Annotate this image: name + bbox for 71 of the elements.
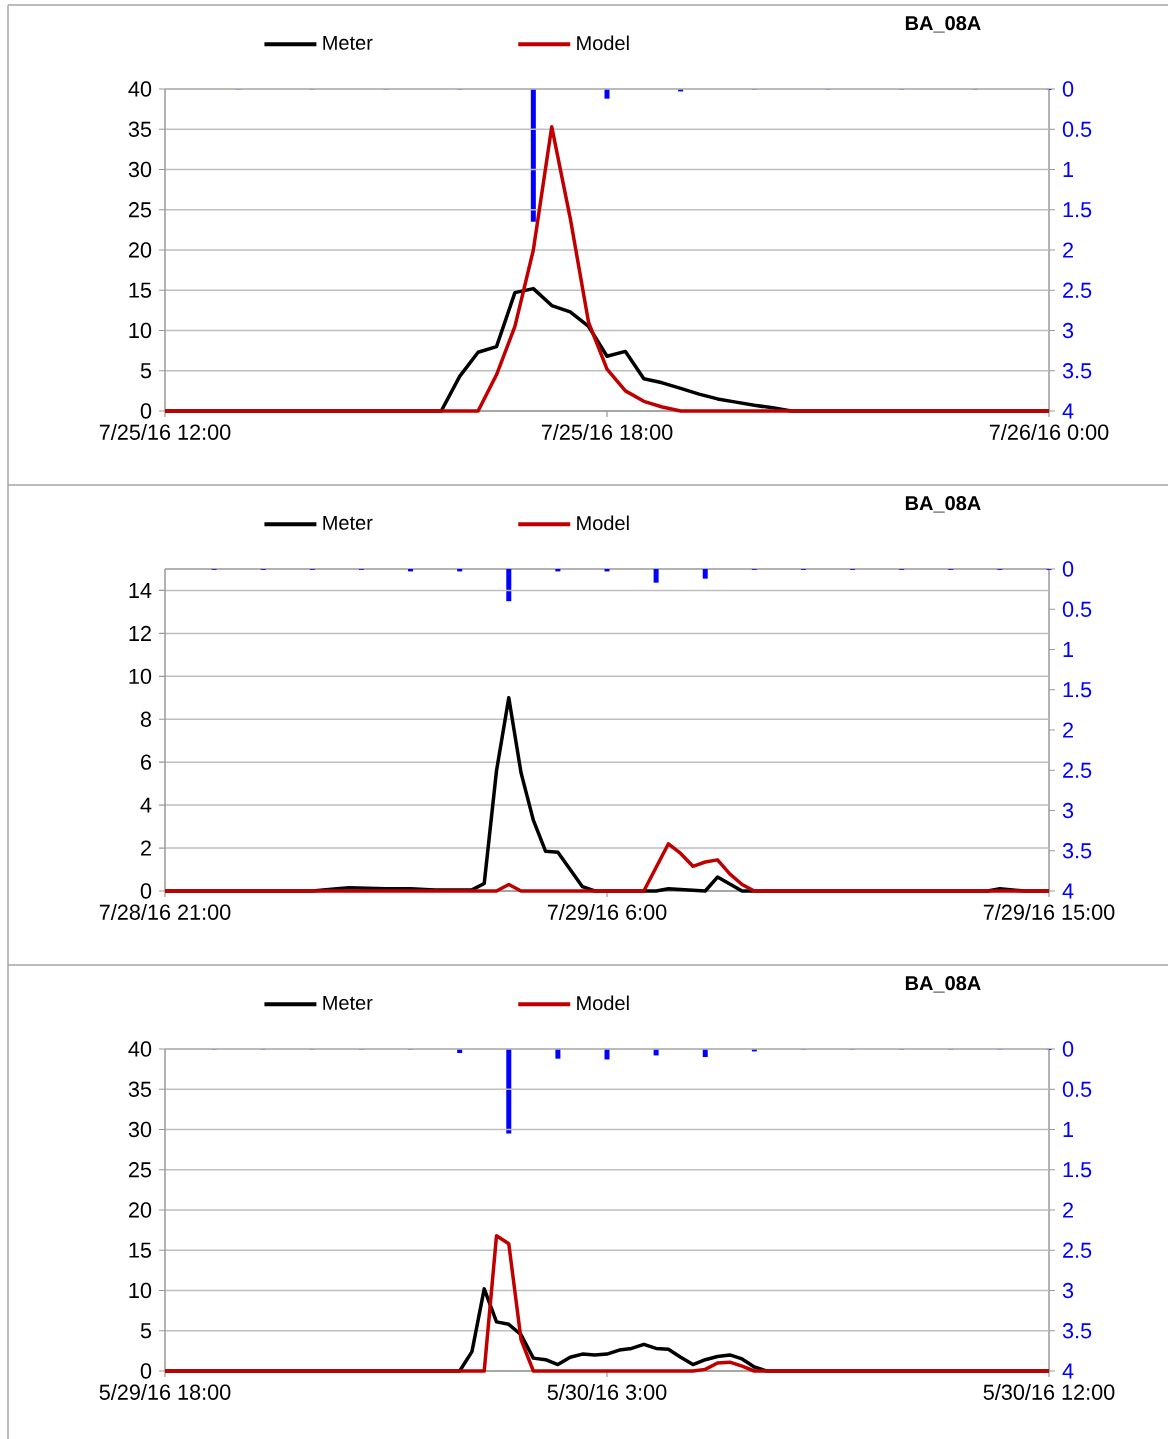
y2-tick-label: 3 [1062, 1282, 1074, 1299]
y2-tick-label: 2 [1063, 1202, 1073, 1218]
y-tick-label: 0 [140, 1363, 152, 1379]
y-tick-label: 8 [140, 711, 152, 727]
y-tick-label: 10 [129, 668, 152, 684]
legend-label: Meter [323, 995, 373, 1010]
y2-tick-label: 2.5 [1063, 282, 1092, 298]
chart-title: BA_08A [905, 496, 981, 513]
y2-tick-label: 4 [1062, 403, 1074, 419]
y-tick-label: 20 [129, 1202, 152, 1218]
x-tick-label: 7/25/16 18:00 [541, 423, 673, 440]
y-tick-label: 35 [128, 1081, 152, 1097]
y2-tick-label: 2.5 [1063, 762, 1092, 778]
y2-tick-label: 2.5 [1063, 1242, 1092, 1258]
legend-label: Model [577, 995, 629, 1011]
y-tick-label: 10 [129, 1282, 152, 1299]
y2-tick-label: 0.5 [1062, 1081, 1092, 1097]
y2-tick-label: 1.5 [1063, 682, 1092, 698]
y2-tick-label: 4 [1062, 883, 1074, 899]
y-tick-label: 5 [140, 1323, 152, 1339]
y2-tick-label: 0.5 [1062, 121, 1092, 137]
y-tick-label: 15 [129, 282, 152, 298]
y-tick-label: 20 [129, 242, 152, 258]
y2-tick-label: 3.5 [1062, 1323, 1092, 1339]
y-tick-label: 30 [128, 1121, 152, 1138]
y-tick-label: 14 [129, 583, 152, 598]
y2-tick-label: 2 [1063, 242, 1073, 258]
y2-tick-label: 0 [1062, 1041, 1074, 1057]
y-tick-label: 15 [129, 1242, 152, 1258]
y2-tick-label: 2 [1063, 722, 1073, 738]
y2-tick-label: 0 [1062, 561, 1074, 577]
y-tick-label: 25 [129, 202, 152, 218]
x-tick-label: 5/29/16 18:00 [99, 1383, 231, 1400]
y2-tick-label: 1.5 [1063, 202, 1092, 218]
y2-tick-label: 4 [1062, 1363, 1074, 1379]
legend-label: Meter [323, 515, 373, 530]
chart-title: BA_08A [905, 976, 981, 993]
y-tick-label: 25 [129, 1162, 152, 1178]
legend-label: Meter [323, 35, 373, 50]
y-tick-label: 40 [128, 1041, 152, 1057]
y2-tick-label: 1 [1063, 162, 1074, 177]
y2-tick-label: 1 [1063, 642, 1074, 657]
x-tick-label: 5/30/16 12:00 [983, 1383, 1115, 1400]
y-tick-label: 4 [140, 797, 152, 813]
chart-title: BA_08A [905, 16, 981, 33]
y2-tick-label: 3.5 [1062, 363, 1092, 379]
x-tick-label: 7/25/16 12:00 [99, 423, 231, 440]
y2-tick-label: 3 [1062, 802, 1074, 819]
y2-tick-label: 3 [1062, 322, 1074, 339]
y-tick-label: 30 [128, 161, 152, 178]
y2-tick-label: 0 [1062, 81, 1074, 97]
x-tick-label: 7/26/16 0:00 [989, 423, 1109, 440]
y-tick-label: 5 [140, 363, 152, 379]
y-tick-label: 10 [129, 322, 152, 339]
legend-label: Model [577, 515, 629, 531]
y-tick-label: 2 [141, 840, 151, 856]
y-tick-label: 6 [141, 754, 152, 770]
legend-label: Model [577, 35, 629, 51]
y-tick-label: 12 [129, 625, 151, 641]
x-tick-label: 7/29/16 15:00 [983, 903, 1115, 920]
y-tick-label: 35 [128, 121, 152, 137]
x-tick-label: 7/29/16 6:00 [547, 903, 667, 920]
y2-tick-label: 0.5 [1062, 601, 1092, 617]
y-tick-label: 40 [128, 81, 152, 97]
x-tick-label: 7/28/16 21:00 [99, 903, 231, 920]
y2-tick-label: 3.5 [1062, 843, 1092, 859]
y-tick-label: 0 [140, 403, 152, 419]
x-tick-label: 5/30/16 3:00 [547, 1383, 667, 1400]
y2-tick-label: 1.5 [1063, 1162, 1092, 1178]
y-tick-label: 0 [140, 883, 152, 899]
y2-tick-label: 1 [1063, 1122, 1074, 1137]
